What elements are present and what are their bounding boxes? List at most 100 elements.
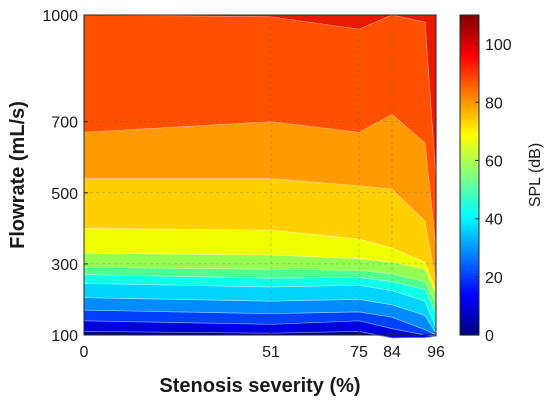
colorbar-segment <box>460 69 479 72</box>
colorbar-segment <box>460 315 479 318</box>
colorbar-segment <box>460 285 479 288</box>
colorbar-segment <box>460 263 479 266</box>
grid-lines <box>84 15 436 335</box>
colorbar-segment <box>460 29 479 32</box>
colorbar-segment <box>460 247 479 250</box>
colorbar-segment <box>460 237 479 240</box>
colorbar-segment <box>460 333 479 336</box>
colorbar-segment <box>460 117 479 120</box>
colorbar-segment <box>460 31 479 34</box>
colorbar-segment <box>460 173 479 176</box>
colorbar-segment <box>460 183 479 186</box>
colorbar-segment <box>460 307 479 310</box>
colorbar-segment <box>460 299 479 302</box>
colorbar-segment <box>460 329 479 332</box>
colorbar-segment <box>460 91 479 94</box>
colorbar-segment <box>460 103 479 106</box>
colorbar-segment <box>460 67 479 70</box>
colorbar-segment <box>460 311 479 314</box>
colorbar-segment <box>460 241 479 244</box>
colorbar-segment <box>460 231 479 234</box>
colorbar-segment <box>460 101 479 104</box>
colorbar-segment <box>460 135 479 138</box>
colorbar-segment <box>460 201 479 204</box>
x-tick-label: 84 <box>383 344 401 361</box>
colorbar-tick-label: 40 <box>485 212 503 229</box>
y-axis-title: Flowrate (mL/s) <box>7 101 29 249</box>
colorbar-segment <box>460 225 479 228</box>
colorbar-segment <box>460 327 479 330</box>
colorbar-segment <box>460 281 479 284</box>
colorbar-segment <box>460 289 479 292</box>
colorbar-segment <box>460 293 479 296</box>
colorbar-frame <box>459 14 480 336</box>
y-tick-label: 100 <box>51 328 78 345</box>
colorbar-segment <box>460 309 479 312</box>
colorbar-segment <box>460 271 479 274</box>
colorbar-segment <box>460 127 479 130</box>
colorbar-segment <box>460 113 479 116</box>
colorbar-segment <box>460 245 479 248</box>
colorbar-segment <box>460 93 479 96</box>
colorbar-segment <box>460 277 479 280</box>
colorbar-segment <box>460 21 479 24</box>
colorbar-segment <box>460 301 479 304</box>
colorbar-segment <box>460 43 479 46</box>
colorbar-segment <box>460 55 479 58</box>
colorbar-segment <box>460 95 479 98</box>
contour-line <box>83 267 437 304</box>
colorbar-segment <box>460 187 479 190</box>
contour-line <box>83 283 437 329</box>
colorbar-segment <box>460 239 479 242</box>
colorbar-segment <box>460 249 479 252</box>
colorbar-segment <box>460 265 479 268</box>
colorbar-segment <box>460 317 479 320</box>
colorbar-segment <box>460 115 479 118</box>
colorbar-segment <box>460 323 479 326</box>
colorbar-segment <box>460 97 479 100</box>
colorbar-segment <box>460 191 479 194</box>
contour-line <box>83 274 437 314</box>
colorbar-segment <box>460 51 479 54</box>
colorbar-segment <box>460 33 479 36</box>
colorbar-segment <box>460 49 479 52</box>
colorbar-segment <box>460 137 479 140</box>
colorbar-segment <box>460 243 479 246</box>
colorbar-segment <box>460 121 479 124</box>
colorbar-ticks: 0 20 40 60 80 100 <box>475 37 512 345</box>
colorbar-segment <box>460 65 479 68</box>
colorbar-segment <box>460 41 479 44</box>
colorbar-segment <box>460 189 479 192</box>
colorbar-segment <box>460 269 479 272</box>
colorbar-segment <box>460 161 479 164</box>
colorbar-segment <box>460 25 479 28</box>
colorbar-segment <box>460 19 479 22</box>
y-tick-label: 700 <box>51 115 78 132</box>
x-tick-label: 75 <box>350 344 368 361</box>
contour-line <box>83 297 437 334</box>
x-axis-ticks: 0 51 75 84 96 <box>80 331 445 361</box>
colorbar-segment <box>460 71 479 74</box>
y-tick-label: 1000 <box>42 8 78 25</box>
colorbar-segment <box>460 295 479 298</box>
colorbar-segment <box>460 283 479 286</box>
colorbar-segment <box>460 85 479 88</box>
colorbar-segment <box>460 149 479 152</box>
colorbar-segment <box>460 181 479 184</box>
contour-line <box>83 309 437 336</box>
colorbar-segment <box>460 131 479 134</box>
colorbar-segment <box>460 89 479 92</box>
y-tick-label: 500 <box>51 186 78 203</box>
plot-area <box>83 14 437 339</box>
plot-frame <box>83 14 437 336</box>
colorbar-segment <box>460 325 479 328</box>
y-tick-label: 300 <box>51 257 78 274</box>
colorbar-segment <box>460 319 479 322</box>
colorbar-segment <box>460 229 479 232</box>
colorbar-segment <box>460 279 479 282</box>
colorbar-segment <box>460 197 479 200</box>
colorbar-segment <box>460 267 479 270</box>
colorbar-segment <box>460 205 479 208</box>
colorbar-segment <box>460 195 479 198</box>
colorbar-segment <box>460 23 479 26</box>
